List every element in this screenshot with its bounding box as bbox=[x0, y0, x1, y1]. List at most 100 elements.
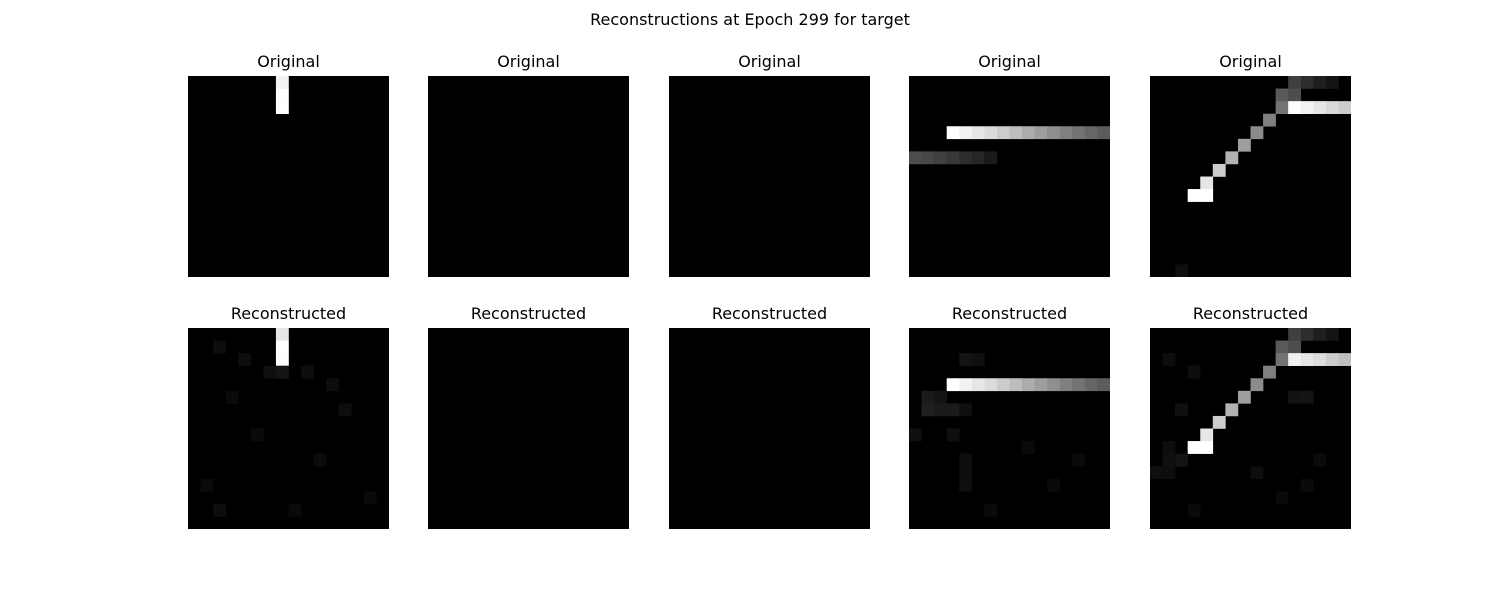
heatmap-cell bbox=[1162, 453, 1176, 467]
heatmap-cell bbox=[984, 151, 998, 165]
heatmap-cell bbox=[984, 378, 998, 392]
heatmap-cell bbox=[363, 491, 377, 505]
heatmap-cell bbox=[1175, 403, 1188, 417]
heatmap-cell bbox=[1009, 126, 1023, 140]
heatmap-cell bbox=[1313, 101, 1327, 114]
heatmap-cell bbox=[1225, 151, 1239, 165]
heatmap-cell bbox=[1097, 378, 1110, 392]
heatmap-cell bbox=[971, 126, 985, 140]
heatmap-cell bbox=[313, 453, 327, 467]
heatmap-cell bbox=[1175, 453, 1188, 467]
heatmap-cell bbox=[213, 503, 226, 517]
heatmap-cell bbox=[1084, 126, 1098, 140]
heatmap-cell bbox=[971, 353, 985, 366]
reconstructed-image-2 bbox=[428, 328, 629, 529]
heatmap-cell bbox=[1072, 126, 1086, 140]
heatmap-cell bbox=[1034, 378, 1048, 392]
heatmap-cell bbox=[1187, 365, 1201, 379]
heatmap-cell bbox=[1162, 353, 1176, 366]
heatmap-cell bbox=[1288, 101, 1302, 114]
heatmap-cell bbox=[250, 428, 264, 442]
heatmap-cell bbox=[1187, 189, 1201, 202]
heatmap-cell bbox=[1300, 101, 1314, 114]
heatmap-cell bbox=[909, 428, 922, 442]
heatmap-cell bbox=[1338, 353, 1351, 366]
heatmap-cell bbox=[1275, 353, 1289, 366]
original-image-2 bbox=[428, 76, 629, 277]
heatmap-cell bbox=[1300, 390, 1314, 404]
heatmap-svg bbox=[909, 76, 1110, 277]
heatmap-cell bbox=[1237, 138, 1251, 152]
heatmap-cell bbox=[934, 151, 947, 165]
heatmap-cell bbox=[1225, 403, 1239, 417]
heatmap-cell bbox=[1300, 353, 1314, 366]
heatmap-cell bbox=[1288, 328, 1302, 341]
heatmap-cell bbox=[1022, 126, 1035, 140]
original-title-3: Original bbox=[738, 52, 801, 71]
heatmap-background bbox=[428, 76, 629, 277]
heatmap-background bbox=[428, 328, 629, 529]
heatmap-background bbox=[669, 328, 870, 529]
heatmap-svg bbox=[669, 76, 870, 277]
heatmap-cell bbox=[1300, 478, 1314, 492]
heatmap-cell bbox=[1187, 441, 1201, 454]
heatmap-cell bbox=[1300, 328, 1314, 341]
reconstructed-title-5: Reconstructed bbox=[1192, 304, 1309, 323]
reconstructed-title-1: Reconstructed bbox=[230, 304, 347, 323]
reconstructed-image-4 bbox=[909, 328, 1110, 529]
heatmap-cell bbox=[1325, 353, 1339, 366]
heatmap-cell bbox=[1288, 390, 1302, 404]
reconstructed-title-3: Reconstructed bbox=[711, 304, 828, 323]
original-image-1 bbox=[188, 76, 389, 277]
heatmap-cell bbox=[1325, 101, 1339, 114]
heatmap-cell bbox=[1338, 101, 1351, 114]
heatmap-cell bbox=[971, 378, 985, 392]
heatmap-cell bbox=[1288, 353, 1302, 366]
heatmap-cell bbox=[213, 340, 226, 354]
original-image-3 bbox=[669, 76, 870, 277]
heatmap-cell bbox=[1162, 441, 1176, 454]
heatmap-cell bbox=[1162, 466, 1176, 480]
original-image-5 bbox=[1150, 76, 1351, 277]
heatmap-cell bbox=[1250, 126, 1264, 140]
heatmap-cell bbox=[934, 390, 947, 404]
heatmap-cell bbox=[275, 365, 289, 379]
heatmap-cell bbox=[959, 378, 973, 392]
heatmap-cell bbox=[275, 101, 289, 114]
heatmap-cell bbox=[1288, 76, 1302, 89]
figure-title: Reconstructions at Epoch 299 for target bbox=[590, 10, 910, 29]
heatmap-cell bbox=[1072, 378, 1086, 392]
heatmap-cell bbox=[263, 365, 277, 379]
heatmap-cell bbox=[1034, 126, 1048, 140]
heatmap-cell bbox=[1047, 126, 1061, 140]
reconstructed-image-3 bbox=[669, 328, 870, 529]
heatmap-cell bbox=[275, 76, 289, 89]
heatmap-cell bbox=[1175, 264, 1188, 277]
reconstructed-title-2: Reconstructed bbox=[470, 304, 587, 323]
heatmap-svg bbox=[428, 76, 629, 277]
heatmap-cell bbox=[1313, 328, 1327, 341]
heatmap-background bbox=[909, 76, 1110, 277]
heatmap-cell bbox=[959, 453, 973, 467]
heatmap-cell bbox=[275, 88, 289, 102]
heatmap-cell bbox=[1288, 88, 1302, 102]
heatmap-cell bbox=[909, 151, 922, 165]
heatmap-cell bbox=[1325, 76, 1339, 89]
heatmap-cell bbox=[996, 126, 1010, 140]
heatmap-cell bbox=[959, 353, 973, 366]
heatmap-cell bbox=[1250, 466, 1264, 480]
heatmap-svg bbox=[909, 328, 1110, 529]
heatmap-background bbox=[669, 76, 870, 277]
heatmap-cell bbox=[1200, 176, 1214, 190]
heatmap-cell bbox=[1200, 189, 1214, 202]
heatmap-cell bbox=[946, 126, 960, 140]
heatmap-cell bbox=[1313, 353, 1327, 366]
heatmap-svg bbox=[1150, 328, 1351, 529]
heatmap-cell bbox=[1237, 390, 1251, 404]
heatmap-cell bbox=[971, 151, 985, 165]
heatmap-svg bbox=[669, 328, 870, 529]
heatmap-cell bbox=[275, 340, 289, 354]
heatmap-cell bbox=[946, 403, 960, 417]
heatmap-cell bbox=[984, 503, 998, 517]
heatmap-cell bbox=[1275, 88, 1289, 102]
